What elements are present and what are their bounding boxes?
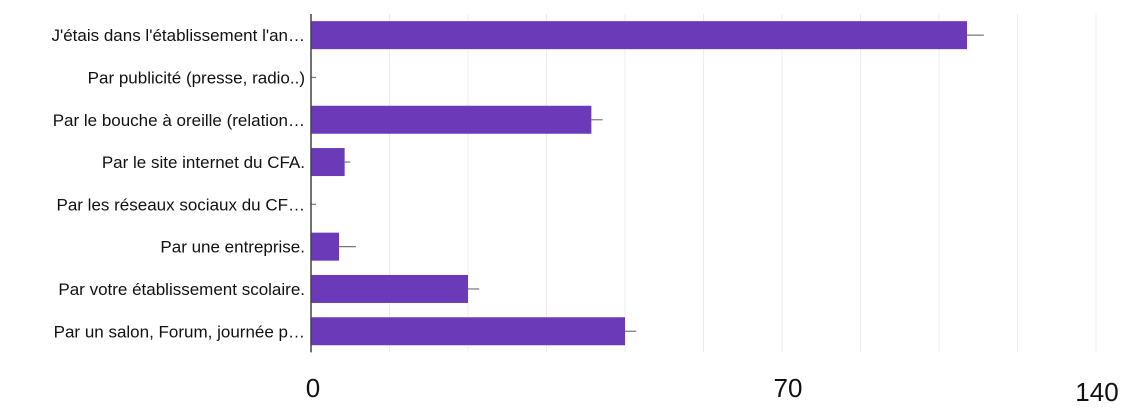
category-label: Par le bouche à oreille (relation… [53,111,305,130]
x-tick-label: 0 [306,373,320,403]
bar [311,317,625,346]
category-label: Par le site internet du CFA. [102,153,305,172]
bar [311,105,592,134]
grid-lines [389,14,1097,353]
x-tick-label: 70 [774,373,803,403]
category-labels: J'étais dans l'établissement l'an… Par pu… [51,26,305,341]
category-label: Par un salon, Forum, journée p… [54,322,305,341]
category-label: Par une entreprise. [160,238,305,257]
category-label: Par votre établissement scolaire. [58,280,305,299]
bar [311,148,345,177]
x-axis-ticks: 0 70 140 [306,373,1119,407]
x-tick-label: 140 [1075,377,1118,404]
bar [311,21,968,50]
bars [311,21,984,346]
category-label: Par les réseaux sociaux du CF… [57,195,306,214]
category-label: J'étais dans l'établissement l'an… [51,26,305,45]
bar [311,232,340,261]
category-label: Par publicité (presse, radio..) [88,68,305,87]
bar [311,274,468,303]
